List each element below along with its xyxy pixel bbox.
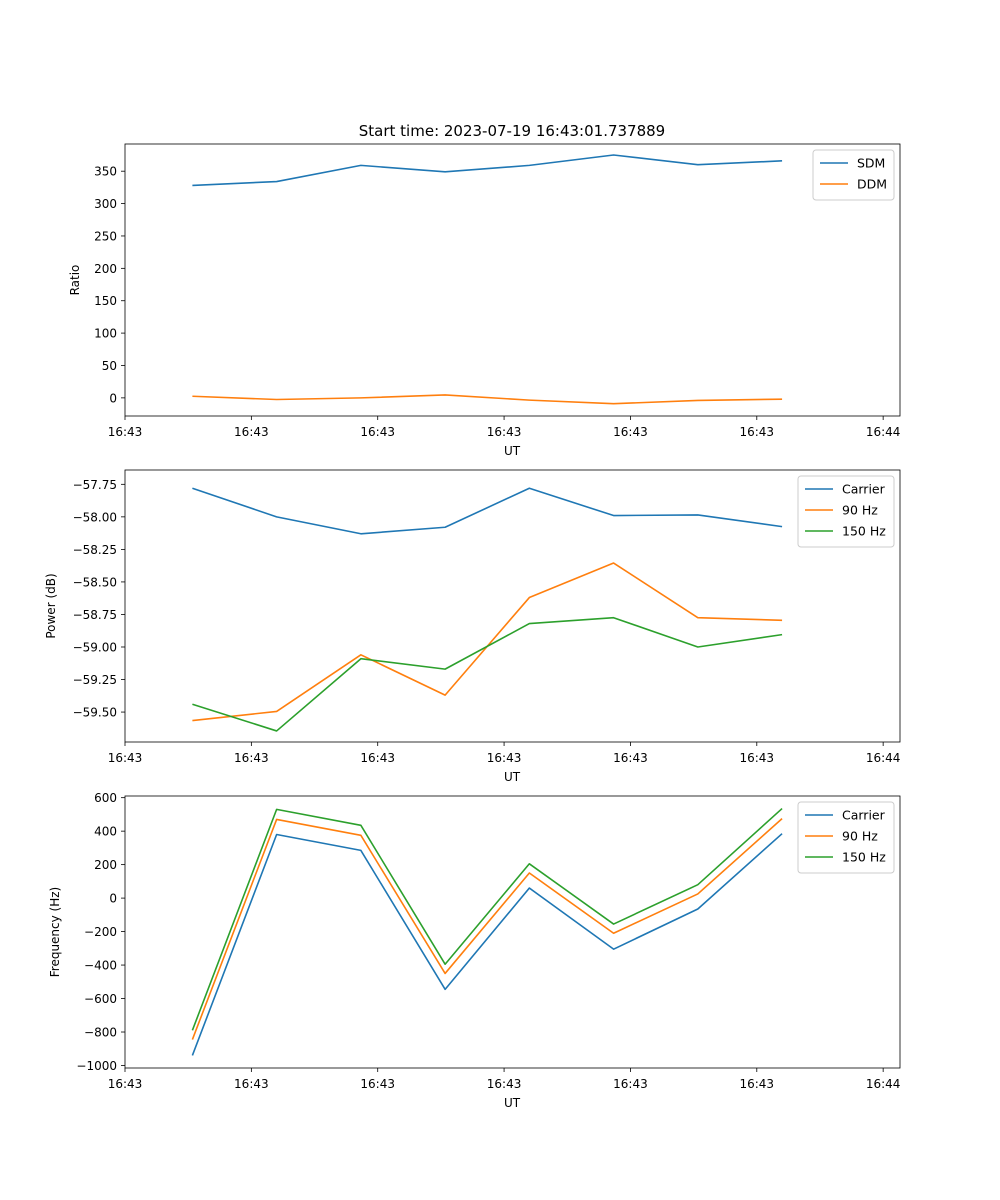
y-tick-label: 350 (94, 165, 117, 179)
y-tick-label: 600 (94, 791, 117, 805)
x-axis-label: UT (504, 1096, 521, 1110)
x-tick-label: 16:43 (108, 751, 143, 765)
y-axis-label: Power (dB) (44, 573, 58, 638)
y-tick-label: −59.00 (73, 640, 117, 654)
x-tick-label: 16:43 (613, 751, 648, 765)
legend-label: 90 Hz (842, 829, 878, 844)
x-tick-label: 16:43 (739, 751, 774, 765)
y-tick-label: 0 (109, 391, 117, 405)
y-tick-label: −800 (84, 1026, 117, 1040)
legend-label: SDM (857, 156, 885, 171)
y-tick-label: −58.00 (73, 510, 117, 524)
y-axis-label: Ratio (68, 265, 82, 296)
legend-box (797, 801, 895, 874)
x-tick-label: 16:43 (234, 425, 269, 439)
y-tick-label: −59.50 (73, 706, 117, 720)
y-tick-label: 200 (94, 262, 117, 276)
chart-panel-1: 16:43 16:43 16:43 16:43 16:43 16:43 16:44 0 50 10… (68, 143, 901, 458)
x-tick-label: 16:44 (866, 425, 901, 439)
y-tick-label: 100 (94, 327, 117, 341)
x-tick-label: 16:43 (360, 425, 395, 439)
panels: 16:43 16:43 16:43 16:43 16:43 16:43 16:44 0 50 10… (44, 143, 901, 1110)
x-tick-label: 16:44 (866, 1077, 901, 1091)
x-tick-label: 16:44 (866, 751, 901, 765)
x-axis-label: UT (504, 444, 521, 458)
axes-frame (124, 469, 901, 743)
y-axis-label: Frequency (Hz) (48, 887, 62, 978)
series-line-ddm (192, 394, 783, 405)
x-axis-label: UT (504, 770, 521, 784)
y-tick-label: 400 (94, 825, 117, 839)
series-line-150-hz (191, 807, 783, 1031)
x-tick-label: 16:43 (487, 425, 522, 439)
chart-panel-2: 16:43 16:43 16:43 16:43 16:43 16:43 16:44 −59.5… (44, 469, 901, 784)
legend-label: 90 Hz (842, 503, 878, 518)
y-tick-label: −58.25 (73, 543, 117, 557)
x-tick-label: 16:43 (487, 1077, 522, 1091)
x-tick-label: 16:43 (739, 425, 774, 439)
series-line-sdm (192, 154, 783, 187)
legend: SDM DDM (812, 149, 895, 201)
y-tick-label: 200 (94, 858, 117, 872)
legend-box (797, 475, 895, 548)
y-tick-label: −58.50 (73, 575, 117, 589)
y-tick-label: −600 (84, 992, 117, 1006)
axes-frame (124, 795, 901, 1069)
chart-panel-3: 16:43 16:43 16:43 16:43 16:43 16:43 16:44 −1000… (48, 791, 900, 1110)
series-line-90-hz (191, 818, 783, 1040)
legend-label: Carrier (842, 808, 886, 823)
x-tick-label: 16:43 (234, 751, 269, 765)
x-tick-label: 16:43 (360, 751, 395, 765)
legend-label: DDM (857, 177, 887, 192)
y-tick-label: −200 (84, 925, 117, 939)
x-tick-label: 16:43 (360, 1077, 395, 1091)
x-tick-label: 16:43 (108, 1077, 143, 1091)
axes-frame (124, 143, 901, 417)
x-tick-label: 16:43 (739, 1077, 774, 1091)
legend-label: 150 Hz (842, 524, 886, 539)
y-tick-label: −59.25 (73, 673, 117, 687)
y-tick-label: 150 (94, 294, 117, 308)
figure-title: Start time: 2023-07-19 16:43:01.737889 (359, 122, 665, 140)
x-tick-label: 16:43 (108, 425, 143, 439)
series-line-carrier (191, 833, 783, 1056)
legend: Carrier 90 Hz 150 Hz (797, 801, 895, 874)
y-tick-label: −58.75 (73, 608, 117, 622)
y-tick-label: −400 (84, 959, 117, 973)
y-tick-label: −1000 (76, 1059, 117, 1073)
series-line-150-hz (192, 616, 783, 732)
y-tick-label: 0 (109, 892, 117, 906)
y-tick-label: 50 (102, 359, 117, 373)
y-tick-label: 250 (94, 229, 117, 243)
x-tick-label: 16:43 (613, 425, 648, 439)
x-tick-label: 16:43 (613, 1077, 648, 1091)
x-tick-label: 16:43 (487, 751, 522, 765)
x-tick-label: 16:43 (234, 1077, 269, 1091)
legend: Carrier 90 Hz 150 Hz (797, 475, 895, 548)
y-tick-label: 300 (94, 197, 117, 211)
y-tick-label: −57.75 (73, 478, 117, 492)
series-line-carrier (192, 487, 783, 535)
legend-label: Carrier (842, 482, 886, 497)
legend-label: 150 Hz (842, 850, 886, 865)
